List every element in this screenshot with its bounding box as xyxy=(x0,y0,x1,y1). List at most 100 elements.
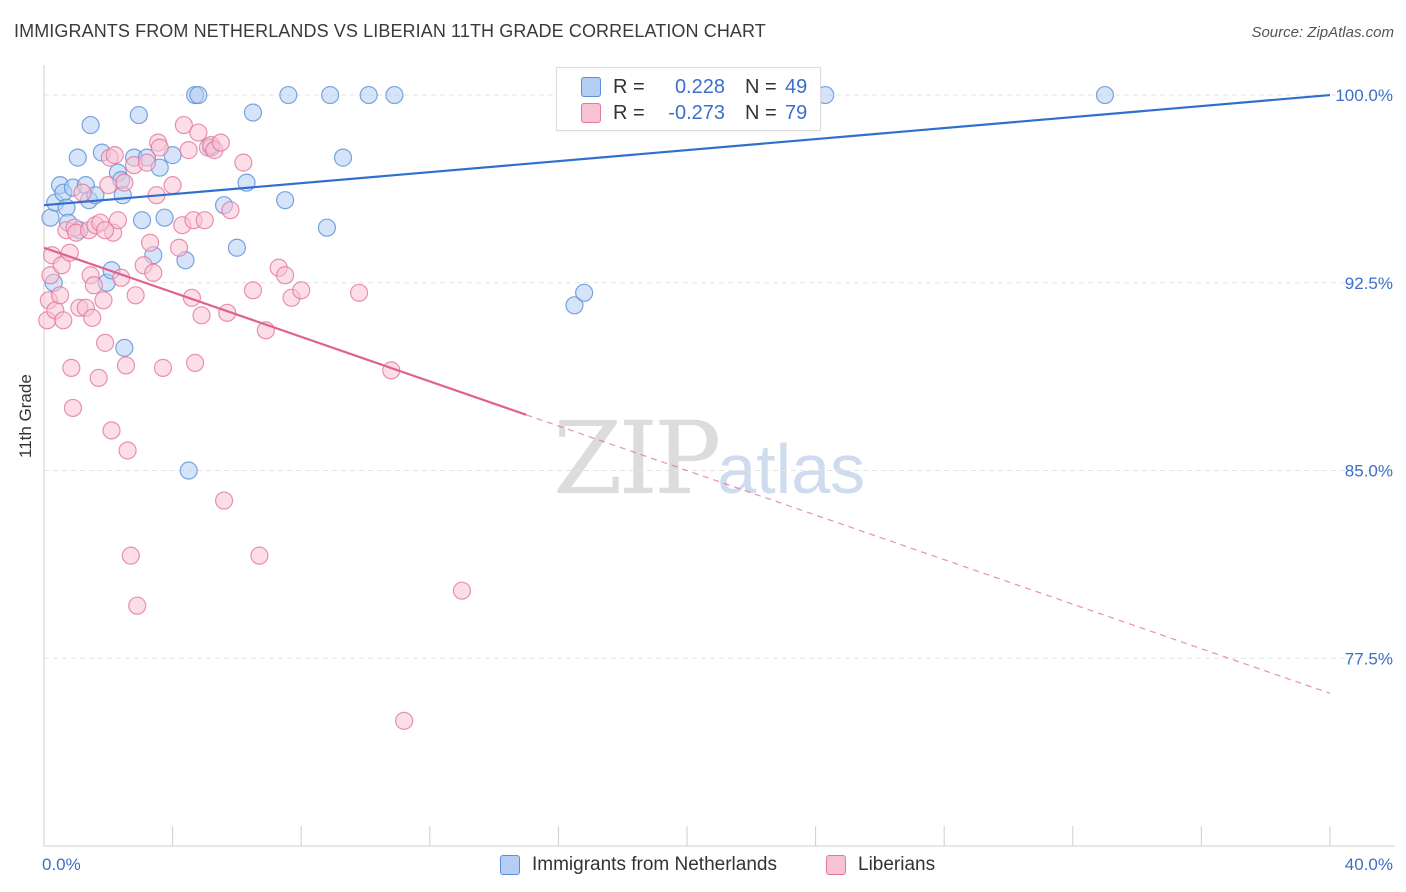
data-point-liberians xyxy=(62,358,81,377)
legend-row-liberians: R = -0.273 N = 79 xyxy=(581,101,807,125)
data-point-liberians xyxy=(189,123,208,142)
data-point-liberians xyxy=(182,288,201,307)
data-point-liberians xyxy=(349,283,369,302)
legend-r-label: R = xyxy=(613,75,645,98)
data-point-liberians xyxy=(218,303,237,322)
legend-row-netherlands: R = 0.228 N = 49 xyxy=(581,75,807,99)
y-tick-label: 92.5% xyxy=(1345,274,1393,293)
data-point-netherlands xyxy=(189,85,208,105)
legend-r-label: R = xyxy=(613,101,645,124)
data-point-netherlands xyxy=(321,85,340,105)
data-point-netherlands xyxy=(276,191,295,210)
chart-title: IMMIGRANTS FROM NETHERLANDS VS LIBERIAN … xyxy=(14,21,766,41)
data-point-liberians xyxy=(83,308,102,327)
watermark-zip: ZIP xyxy=(553,400,721,517)
data-point-liberians xyxy=(221,201,240,220)
data-point-liberians xyxy=(452,581,472,600)
source-label: Source: ZipAtlas.com xyxy=(1251,24,1394,41)
data-point-netherlands xyxy=(279,85,298,105)
data-point-netherlands xyxy=(115,338,134,357)
trend-line-extension-liberians xyxy=(526,414,1331,694)
data-point-netherlands xyxy=(1095,85,1115,105)
x-tick-label: 0.0% xyxy=(42,855,81,874)
data-point-liberians xyxy=(174,115,193,135)
legend-n-value: 79 xyxy=(785,101,808,124)
data-point-liberians xyxy=(95,333,115,352)
data-point-liberians xyxy=(195,211,214,230)
data-point-netherlands xyxy=(359,85,378,105)
data-point-liberians xyxy=(153,358,173,377)
data-point-liberians xyxy=(116,356,136,375)
data-point-netherlands xyxy=(41,208,60,227)
correlation-legend: R = 0.228 N = 49 R = -0.273 N = 79 xyxy=(556,67,821,131)
legend-item-liberians[interactable]: Liberians xyxy=(826,852,935,878)
data-point-netherlands xyxy=(243,103,263,122)
data-point-liberians xyxy=(121,546,140,565)
legend-n-label: N = xyxy=(745,101,777,124)
legend-r-value: 0.228 xyxy=(674,75,725,98)
data-point-liberians xyxy=(102,421,121,440)
trend-line-netherlands xyxy=(43,93,1331,207)
data-point-netherlands xyxy=(317,218,337,237)
data-point-liberians xyxy=(276,266,295,285)
legend-swatch-blue xyxy=(500,855,520,875)
y-tick-label: 85.0% xyxy=(1345,462,1393,481)
data-point-liberians xyxy=(105,146,124,165)
data-point-liberians xyxy=(243,281,263,300)
data-point-netherlands xyxy=(68,148,87,167)
x-tick-label: 40.0% xyxy=(1345,855,1393,874)
data-point-netherlands xyxy=(385,85,404,105)
legend-n-label: N = xyxy=(745,75,777,98)
trend-line-liberians xyxy=(43,246,527,416)
data-point-liberians xyxy=(292,281,311,300)
data-point-liberians xyxy=(73,183,92,202)
data-point-liberians xyxy=(89,368,108,388)
legend-label-netherlands: Immigrants from Netherlands xyxy=(532,854,777,875)
data-point-netherlands xyxy=(227,238,246,257)
data-point-liberians xyxy=(126,286,145,305)
data-point-liberians xyxy=(394,711,414,730)
data-point-liberians xyxy=(211,133,230,152)
data-point-liberians xyxy=(95,221,115,240)
data-point-liberians xyxy=(94,291,113,310)
data-point-netherlands xyxy=(81,115,100,135)
watermark-atlas: atlas xyxy=(717,430,866,508)
data-point-netherlands xyxy=(132,211,152,230)
legend-r-value: -0.273 xyxy=(668,101,725,124)
data-point-liberians xyxy=(128,596,147,615)
data-point-netherlands xyxy=(155,208,174,227)
data-point-liberians xyxy=(50,286,70,305)
data-point-liberians xyxy=(118,441,137,460)
data-point-liberians xyxy=(115,173,134,192)
data-point-netherlands xyxy=(179,461,198,480)
data-point-liberians xyxy=(63,398,83,418)
data-point-netherlands xyxy=(575,283,594,302)
y-tick-label: 77.5% xyxy=(1345,649,1393,668)
data-point-netherlands xyxy=(565,296,584,315)
data-point-liberians xyxy=(179,141,198,160)
data-point-liberians xyxy=(144,263,163,282)
data-point-liberians xyxy=(99,176,118,195)
data-point-liberians xyxy=(169,238,189,257)
data-point-liberians xyxy=(54,311,73,330)
data-point-netherlands xyxy=(333,148,353,167)
watermark: ZIPatlas xyxy=(553,400,865,517)
data-point-liberians xyxy=(186,353,205,372)
legend-item-netherlands[interactable]: Immigrants from Netherlands xyxy=(500,852,777,878)
data-point-liberians xyxy=(137,153,156,172)
legend-swatch-blue xyxy=(581,77,601,97)
legend-label-liberians: Liberians xyxy=(858,854,936,875)
y-axis-label: 11th Grade xyxy=(16,374,35,458)
legend-swatch-pink xyxy=(826,855,846,875)
data-point-liberians xyxy=(214,491,234,510)
data-point-liberians xyxy=(150,138,169,157)
data-point-liberians xyxy=(108,211,128,230)
data-point-netherlands xyxy=(129,105,148,125)
data-point-liberians xyxy=(163,176,182,195)
legend-n-value: 49 xyxy=(785,75,808,98)
y-tick-label: 100.0% xyxy=(1335,86,1393,105)
data-point-liberians xyxy=(250,546,269,565)
data-point-liberians xyxy=(234,153,253,172)
data-point-liberians xyxy=(140,233,160,252)
